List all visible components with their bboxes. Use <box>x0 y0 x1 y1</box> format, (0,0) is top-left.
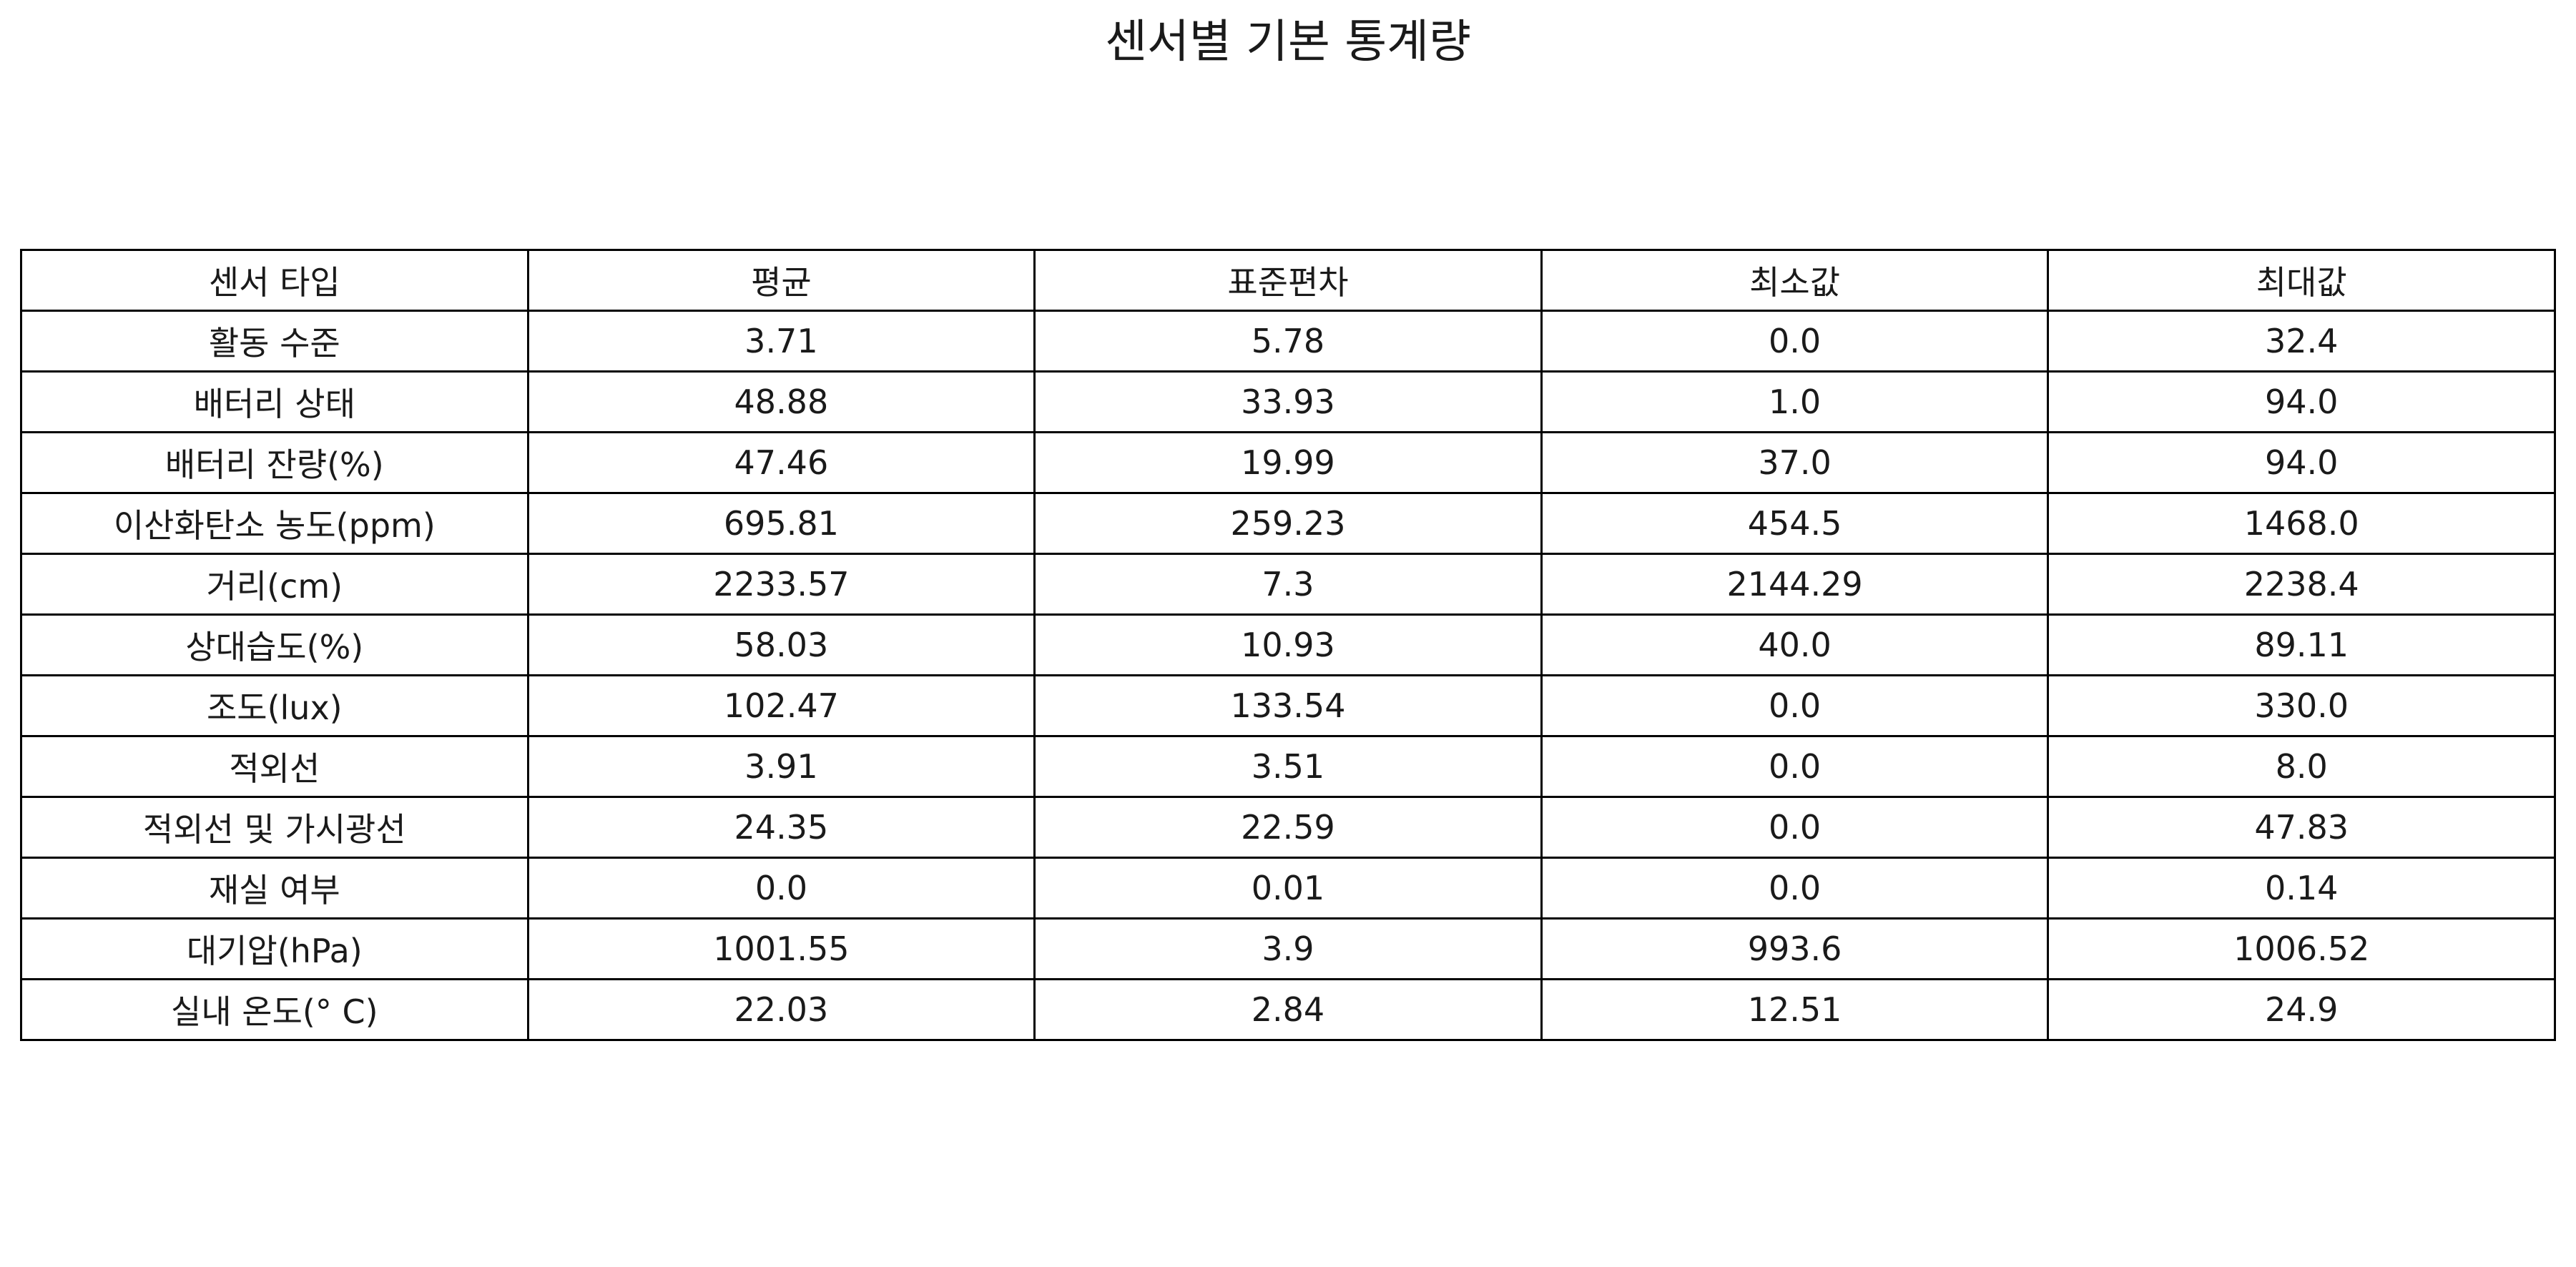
cell-min: 0.0 <box>1540 857 2050 920</box>
table-row: 적외선 3.91 3.51 0.0 8.0 <box>20 735 2556 798</box>
table-row: 적외선 및 가시광선 24.35 22.59 0.0 47.83 <box>20 796 2556 859</box>
cell-mean: 47.46 <box>526 431 1036 494</box>
cell-std: 3.9 <box>1033 917 1543 980</box>
chart-title: 센서별 기본 통계량 <box>1105 16 1471 69</box>
cell-mean: 24.35 <box>526 796 1036 859</box>
header-cell-std: 표준편차 <box>1033 249 1543 312</box>
cell-std: 19.99 <box>1033 431 1543 494</box>
cell-min: 1.0 <box>1540 370 2050 433</box>
cell-sensor-type: 대기압(hPa) <box>20 917 529 980</box>
cell-std: 3.51 <box>1033 735 1543 798</box>
cell-mean: 58.03 <box>526 613 1036 676</box>
statistics-table: 센서 타입 평균 표준편차 최소값 최대값 활동 수준 3.71 5.78 0.0 32… <box>20 249 2556 1041</box>
cell-mean: 102.47 <box>526 674 1036 737</box>
cell-sensor-type: 조도(lux) <box>20 674 529 737</box>
cell-max: 94.0 <box>2047 431 2556 494</box>
cell-max: 330.0 <box>2047 674 2556 737</box>
cell-max: 24.9 <box>2047 978 2556 1041</box>
cell-sensor-type: 배터리 상태 <box>20 370 529 433</box>
table-row: 이산화탄소 농도(ppm) 695.81 259.23 454.5 1468.0 <box>20 492 2556 555</box>
cell-sensor-type: 이산화탄소 농도(ppm) <box>20 492 529 555</box>
cell-mean: 48.88 <box>526 370 1036 433</box>
cell-std: 7.3 <box>1033 553 1543 616</box>
table-row: 배터리 잔량(%) 47.46 19.99 37.0 94.0 <box>20 431 2556 494</box>
table-row: 재실 여부 0.0 0.01 0.0 0.14 <box>20 857 2556 920</box>
cell-mean: 22.03 <box>526 978 1036 1041</box>
cell-std: 259.23 <box>1033 492 1543 555</box>
cell-sensor-type: 재실 여부 <box>20 857 529 920</box>
cell-mean: 3.71 <box>526 310 1036 373</box>
table-row: 조도(lux) 102.47 133.54 0.0 330.0 <box>20 674 2556 737</box>
cell-min: 12.51 <box>1540 978 2050 1041</box>
cell-min: 0.0 <box>1540 735 2050 798</box>
cell-mean: 3.91 <box>526 735 1036 798</box>
cell-min: 37.0 <box>1540 431 2050 494</box>
cell-mean: 695.81 <box>526 492 1036 555</box>
cell-max: 8.0 <box>2047 735 2556 798</box>
cell-std: 133.54 <box>1033 674 1543 737</box>
table-body: 활동 수준 3.71 5.78 0.0 32.4 배터리 상태 48.88 33.93 1.0 9… <box>20 310 2556 1041</box>
cell-max: 1006.52 <box>2047 917 2556 980</box>
header-cell-min: 최소값 <box>1540 249 2050 312</box>
cell-max: 0.14 <box>2047 857 2556 920</box>
cell-max: 89.11 <box>2047 613 2556 676</box>
cell-min: 40.0 <box>1540 613 2050 676</box>
header-row: 센서 타입 평균 표준편차 최소값 최대값 <box>20 249 2556 312</box>
cell-max: 47.83 <box>2047 796 2556 859</box>
cell-min: 0.0 <box>1540 674 2050 737</box>
cell-min: 0.0 <box>1540 310 2050 373</box>
cell-max: 32.4 <box>2047 310 2556 373</box>
table-row: 거리(cm) 2233.57 7.3 2144.29 2238.4 <box>20 553 2556 616</box>
cell-sensor-type: 상대습도(%) <box>20 613 529 676</box>
cell-min: 454.5 <box>1540 492 2050 555</box>
header-cell-sensor-type: 센서 타입 <box>20 249 529 312</box>
cell-std: 2.84 <box>1033 978 1543 1041</box>
cell-mean: 1001.55 <box>526 917 1036 980</box>
table-header: 센서 타입 평균 표준편차 최소값 최대값 <box>20 249 2556 312</box>
cell-max: 1468.0 <box>2047 492 2556 555</box>
cell-std: 22.59 <box>1033 796 1543 859</box>
cell-sensor-type: 활동 수준 <box>20 310 529 373</box>
cell-min: 2144.29 <box>1540 553 2050 616</box>
cell-mean: 0.0 <box>526 857 1036 920</box>
table-row: 배터리 상태 48.88 33.93 1.0 94.0 <box>20 370 2556 433</box>
cell-max: 94.0 <box>2047 370 2556 433</box>
header-cell-mean: 평균 <box>526 249 1036 312</box>
cell-min: 993.6 <box>1540 917 2050 980</box>
table-row: 대기압(hPa) 1001.55 3.9 993.6 1006.52 <box>20 917 2556 980</box>
cell-std: 0.01 <box>1033 857 1543 920</box>
table-row: 실내 온도(° C) 22.03 2.84 12.51 24.9 <box>20 978 2556 1041</box>
cell-std: 33.93 <box>1033 370 1543 433</box>
cell-sensor-type: 실내 온도(° C) <box>20 978 529 1041</box>
table-row: 활동 수준 3.71 5.78 0.0 32.4 <box>20 310 2556 373</box>
cell-mean: 2233.57 <box>526 553 1036 616</box>
table-row: 상대습도(%) 58.03 10.93 40.0 89.11 <box>20 613 2556 676</box>
cell-sensor-type: 거리(cm) <box>20 553 529 616</box>
header-cell-max: 최대값 <box>2047 249 2556 312</box>
cell-sensor-type: 배터리 잔량(%) <box>20 431 529 494</box>
cell-sensor-type: 적외선 및 가시광선 <box>20 796 529 859</box>
cell-std: 5.78 <box>1033 310 1543 373</box>
cell-std: 10.93 <box>1033 613 1543 676</box>
cell-sensor-type: 적외선 <box>20 735 529 798</box>
cell-max: 2238.4 <box>2047 553 2556 616</box>
cell-min: 0.0 <box>1540 796 2050 859</box>
